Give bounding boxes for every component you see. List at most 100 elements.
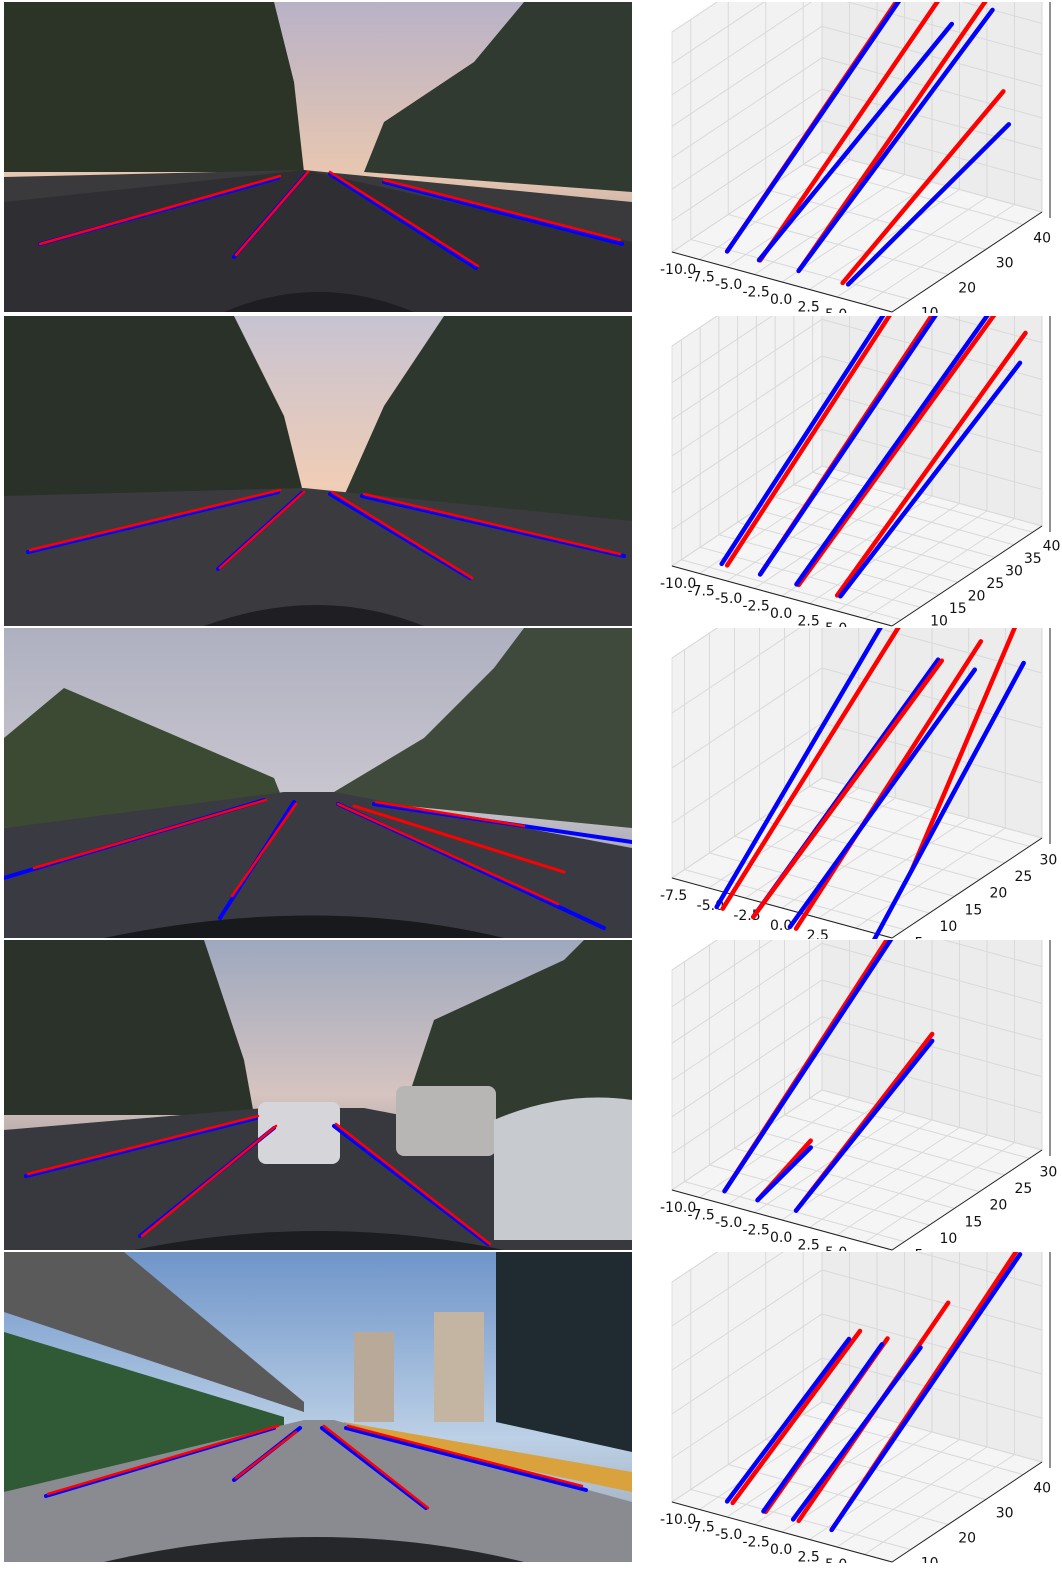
lane-3d-plot-5: -10.0-7.5-5.0-2.50.02.55.07.510.01020304…: [632, 1252, 1062, 1563]
lane-series-red-0: [730, 1328, 863, 1506]
y-tick-label: 30: [1005, 563, 1023, 579]
y-tick-label: 40: [1043, 538, 1061, 554]
lane-3d-plot-1: -10.0-7.5-5.0-2.50.02.55.07.510.01020304…: [632, 2, 1062, 313]
camera-frame-5: [4, 1252, 632, 1562]
y-axis-line: [891, 1461, 1043, 1563]
row-3: -7.5-5.0-2.50.02.55.07.5510152025301.71.…: [0, 628, 1062, 939]
lane-series-blue-1: [722, 940, 894, 1194]
x-tick-label: 5.0: [825, 1557, 847, 1563]
x-tick-label: -2.5: [733, 908, 760, 924]
camera-frame-3: [4, 628, 632, 938]
lane-overlay-1: [38, 170, 624, 270]
y-axis-line: [891, 1149, 1043, 1251]
x-tick-label: -5.0: [715, 591, 742, 607]
lane-series-blue-1: [714, 628, 883, 910]
row-4: -10.0-7.5-5.0-2.50.02.55.07.510.05101520…: [0, 940, 1062, 1251]
y-tick-label: 10: [940, 919, 958, 935]
y-tick-label: 20: [990, 1198, 1008, 1214]
y-tick-label: 30: [1040, 852, 1058, 868]
x-tick-label: 0.0: [770, 292, 792, 308]
x-tick-label: 0.0: [770, 606, 792, 622]
x-tick-label: -5.0: [715, 1215, 742, 1231]
x-tick-label: 2.5: [798, 300, 820, 314]
lane-series-blue-5: [793, 1038, 935, 1213]
y-tick-label: 25: [986, 576, 1004, 592]
y-tick-label: 40: [1033, 231, 1051, 247]
lane-series-blue-7: [845, 122, 1012, 287]
y-tick-label: 20: [958, 1531, 976, 1547]
lane-series-blue-3: [756, 21, 955, 263]
x-tick-label: 0.0: [770, 1542, 792, 1558]
lane-overlay-4: [24, 1114, 492, 1246]
y-tick-label: 10: [940, 1231, 958, 1247]
y-tick-label: 30: [996, 256, 1014, 272]
x-tick-label: 5.0: [825, 307, 847, 313]
camera-frame-1: [4, 2, 632, 312]
x-tick-label: -10.0: [660, 1200, 696, 1216]
lane-series-red-0: [724, 316, 892, 568]
x-tick-label: -10.0: [660, 1512, 696, 1528]
y-tick-label: 20: [968, 588, 986, 604]
row-5: -10.0-7.5-5.0-2.50.02.55.07.510.01020304…: [0, 1252, 1062, 1563]
y-tick-label: 5: [915, 1248, 924, 1251]
lane-series-blue-3: [757, 316, 938, 577]
x-tick-label: 5.0: [843, 938, 865, 939]
camera-frame-4: [4, 940, 632, 1250]
lane-series-blue-1: [719, 316, 886, 567]
x-axis-line: [671, 1189, 893, 1251]
x-tick-label: -7.5: [688, 584, 715, 600]
lane-series-red-4: [793, 639, 984, 931]
lane-series-blue-3: [761, 1342, 885, 1514]
lane-series-blue-7: [872, 660, 1026, 939]
y-tick-label: 30: [1040, 1164, 1058, 1180]
x-axis-line: [671, 251, 893, 313]
y-tick-label: 10: [921, 306, 939, 314]
lane-3d-plot-3: -7.5-5.0-2.50.02.55.07.5510152025301.71.…: [632, 628, 1062, 939]
y-tick-label: 10: [921, 1556, 939, 1564]
lane-series-blue-3: [755, 1145, 813, 1203]
x-tick-label: -7.5: [660, 888, 687, 904]
lane-series-blue-5: [787, 667, 978, 930]
lane-3d-plot-4: -10.0-7.5-5.0-2.50.02.55.07.510.05101520…: [632, 940, 1062, 1251]
y-tick-label: 10: [930, 613, 948, 627]
lane-series-red-2: [757, 2, 940, 263]
x-tick-label: -10.0: [660, 576, 696, 592]
y-tick-label: 20: [958, 281, 976, 297]
lane-series-blue-1: [724, 1336, 852, 1504]
camera-frame-2: [4, 316, 632, 626]
x-tick-label: -10.0: [660, 262, 696, 278]
x-tick-label: -2.5: [743, 599, 770, 615]
x-tick-label: -5.0: [715, 277, 742, 293]
lane-series-red-3: [751, 658, 945, 920]
x-tick-label: 0.0: [770, 1230, 792, 1246]
x-tick-label: -2.5: [743, 1535, 770, 1551]
y-tick-label: 20: [990, 886, 1008, 902]
x-axis-line: [671, 565, 893, 627]
y-axis-line: [891, 525, 1043, 627]
y-tick-label: 15: [949, 601, 967, 617]
y-tick-label: 25: [1015, 1181, 1033, 1197]
x-tick-label: 5.0: [825, 1245, 847, 1251]
lane-series-red-6: [909, 628, 1018, 873]
row-2: -10.0-7.5-5.0-2.50.02.55.07.510.05101520…: [0, 316, 1062, 627]
y-tick-label: 15: [965, 902, 983, 918]
lane-series-blue-5: [796, 7, 995, 274]
lane-series-blue-5: [794, 316, 990, 587]
x-axis-line: [671, 877, 893, 939]
x-tick-label: 2.5: [798, 1238, 820, 1252]
y-tick-label: 5: [911, 626, 920, 627]
y-axis-line: [891, 837, 1043, 939]
y-tick-label: 5: [915, 936, 924, 939]
x-tick-label: -7.5: [688, 1520, 715, 1536]
x-tick-label: 5.0: [825, 621, 847, 627]
x-tick-label: 2.5: [798, 1550, 820, 1564]
y-tick-label: 35: [1024, 551, 1042, 567]
y-tick-label: 40: [1033, 1481, 1051, 1497]
lane-series-blue-1: [724, 2, 902, 254]
lane-series-red-0: [720, 628, 901, 911]
lane-3d-plot-2: -10.0-7.5-5.0-2.50.02.55.07.510.05101520…: [632, 316, 1062, 627]
grid: [671, 1252, 1043, 1563]
x-tick-label: -7.5: [688, 270, 715, 286]
lane-overlay-2: [26, 488, 626, 580]
lane-series-blue-7: [829, 1252, 1023, 1533]
